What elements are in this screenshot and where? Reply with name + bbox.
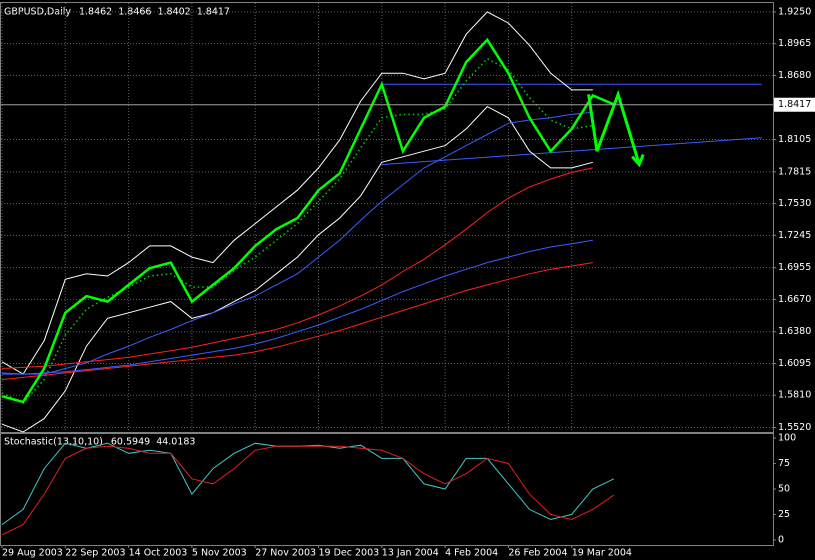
x-tick-label: 19 Dec 2003 [319, 548, 380, 559]
header-value: 1.8466 [118, 7, 151, 18]
y-tick-label: 1.6955 [778, 262, 811, 273]
y-tick-label: 75 [778, 458, 790, 469]
y-tick-label: 1.6380 [778, 326, 811, 337]
y-tick-label: 1.6095 [778, 358, 811, 369]
y-tick-label: 1.8680 [778, 70, 811, 81]
series-line [1, 11, 593, 375]
header-value: 1.8417 [197, 7, 230, 18]
x-tick-label: 26 Feb 2004 [508, 548, 567, 559]
y-tick-label: 1.8105 [778, 134, 811, 145]
series-line [1, 105, 593, 433]
forecast-line [587, 89, 641, 166]
series-line [1, 37, 615, 404]
last-price-box [774, 97, 815, 112]
x-tick-label: 29 Aug 2003 [2, 548, 63, 559]
forecast-arrowhead [631, 154, 645, 168]
y-tick-label: 1.6670 [778, 294, 811, 305]
y-tick-label: 1.5810 [778, 390, 811, 401]
y-tick-label: 0 [778, 534, 784, 545]
header-value: 60.5949 [111, 437, 150, 448]
x-tick-label: 5 Nov 2003 [192, 548, 247, 559]
series-line [1, 262, 593, 381]
series-line [1, 445, 615, 536]
y-tick-label: 1.9250 [778, 6, 811, 17]
stoch-frame [0, 433, 774, 546]
y-tick-label: 1.5520 [778, 422, 811, 433]
y-tick-label: 1.8965 [778, 38, 811, 49]
indicator-title: Stochastic(13,10,10) [4, 437, 103, 448]
y-tick-label: 1.7530 [778, 198, 811, 209]
header-value: 1.8462 [79, 7, 112, 18]
x-tick-label: 19 Mar 2004 [572, 548, 632, 559]
x-tick-label: 27 Nov 2003 [255, 548, 316, 559]
header-value: 1.8402 [157, 7, 190, 18]
series-line [1, 167, 593, 369]
y-tick-label: 25 [778, 509, 790, 520]
series-line [1, 57, 593, 404]
x-tick-label: 14 Oct 2003 [129, 548, 188, 559]
x-tick-label: 4 Feb 2004 [445, 548, 498, 559]
y-tick-label: 100 [778, 433, 796, 444]
y-tick-label: 1.7245 [778, 230, 811, 241]
x-tick-label: 22 Sep 2003 [65, 548, 125, 559]
y-tick-label: 50 [778, 483, 790, 494]
main-frame [0, 2, 774, 433]
x-tick-label: 13 Jan 2004 [382, 548, 439, 559]
last-price-label: 1.8417 [778, 99, 811, 110]
y-tick-label: 1.7815 [778, 166, 811, 177]
series-line [1, 111, 593, 375]
trendline [381, 137, 762, 166]
series-line [2, 239, 593, 375]
header-value: 44.0183 [156, 437, 195, 448]
